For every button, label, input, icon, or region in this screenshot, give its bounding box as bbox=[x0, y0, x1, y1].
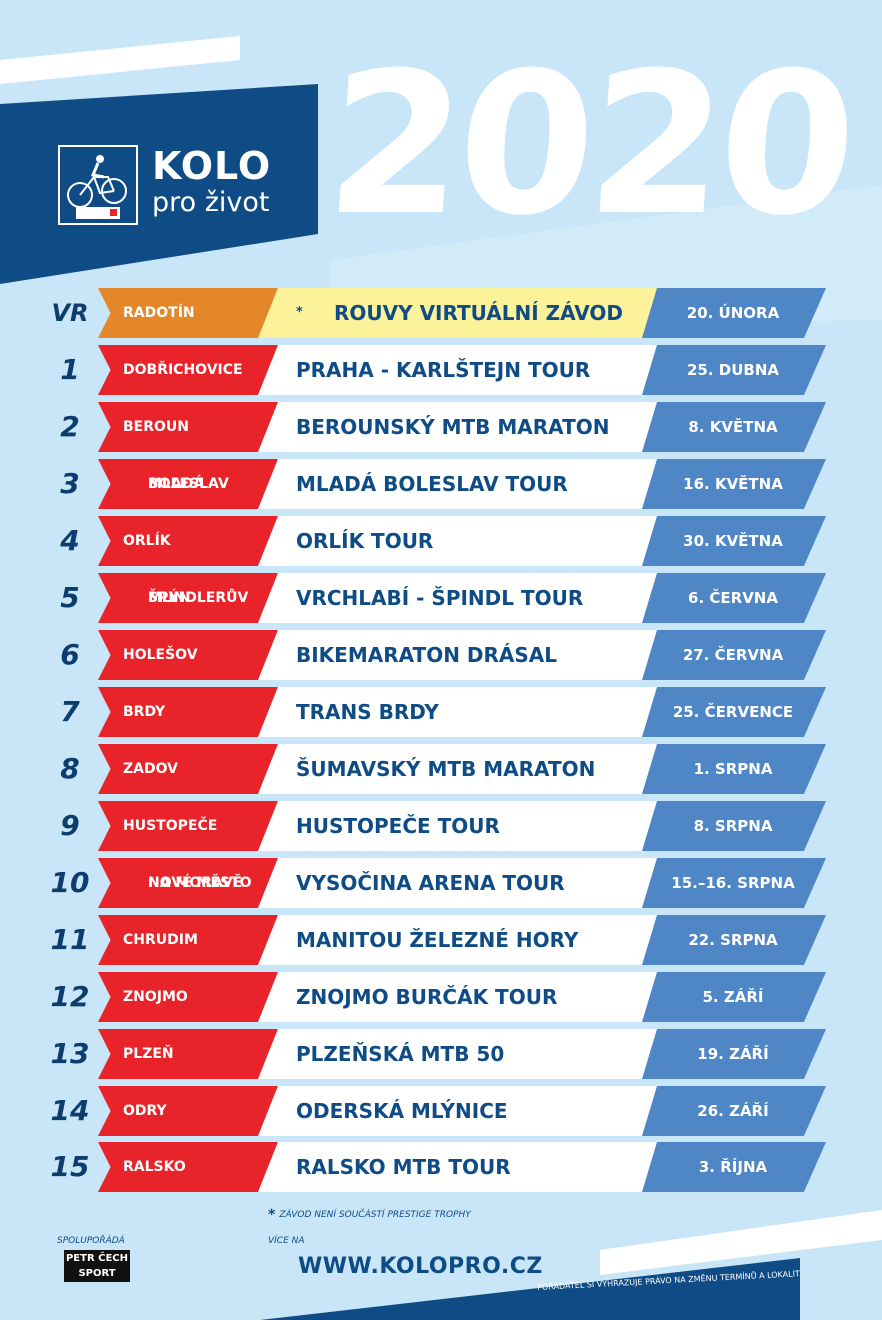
race-event: VYSOČINA ARENA TOUR bbox=[258, 858, 668, 908]
race-event: RALSKO MTB TOUR bbox=[258, 1142, 668, 1192]
race-city: ORLÍK bbox=[98, 516, 278, 566]
organizer-label: SPOLUPOŘÁDÁ bbox=[57, 1236, 125, 1246]
race-date: 27. ČERVNA bbox=[642, 630, 826, 680]
race-city: ŠPINDLERŮV MLÝN bbox=[98, 573, 278, 623]
race-row-2: 2 BEROUN BEROUNSKÝ MTB MARATON 8. KVĚTNA bbox=[0, 402, 882, 452]
race-event: BIKEMARATON DRÁSAL bbox=[258, 630, 668, 680]
race-date: 20. ÚNORA bbox=[642, 288, 826, 338]
race-row-13: 13 PLZEŇ PLZEŇSKÁ MTB 50 19. ZÁŘÍ bbox=[0, 1029, 882, 1079]
race-number: 8 bbox=[60, 752, 80, 785]
race-number: 10 bbox=[50, 866, 90, 899]
race-event: ZNOJMO BURČÁK TOUR bbox=[258, 972, 668, 1022]
race-date: 6. ČERVNA bbox=[642, 573, 826, 623]
race-number: 3 bbox=[60, 467, 80, 500]
race-row-vr: VR RADOTÍN ROUVY VIRTUÁLNÍ ZÁVOD * 20. ÚN… bbox=[0, 288, 882, 338]
race-date: 8. KVĚTNA bbox=[642, 402, 826, 452]
more-info-label: VÍCE NA bbox=[268, 1236, 305, 1246]
race-number: 4 bbox=[60, 524, 80, 557]
race-number: 14 bbox=[50, 1094, 90, 1127]
race-city: RADOTÍN bbox=[98, 288, 278, 338]
race-row-12: 12 ZNOJMO ZNOJMO BURČÁK TOUR 5. ZÁŘÍ bbox=[0, 972, 882, 1022]
race-event: MLADÁ BOLESLAV TOUR bbox=[258, 459, 668, 509]
race-number: 9 bbox=[60, 809, 80, 842]
website-link[interactable]: WWW.KOLOPRO.CZ bbox=[298, 1254, 543, 1279]
race-date: 25. DUBNA bbox=[642, 345, 826, 395]
race-city: HUSTOPEČE bbox=[98, 801, 278, 851]
footnote-mark: * bbox=[296, 305, 303, 320]
race-date: 25. ČERVENCE bbox=[642, 687, 826, 737]
race-number: 15 bbox=[50, 1150, 90, 1183]
race-event: ORLÍK TOUR bbox=[258, 516, 668, 566]
race-number: 1 bbox=[60, 353, 80, 386]
race-city: BRDY bbox=[98, 687, 278, 737]
race-date: 5. ZÁŘÍ bbox=[642, 972, 826, 1022]
race-number: VR bbox=[51, 299, 89, 327]
race-date: 19. ZÁŘÍ bbox=[642, 1029, 826, 1079]
cyclist-icon bbox=[67, 155, 127, 219]
race-event: HUSTOPEČE TOUR bbox=[258, 801, 668, 851]
race-number: 6 bbox=[60, 638, 80, 671]
race-number: 11 bbox=[50, 923, 90, 956]
race-row-11: 11 CHRUDIM MANITOU ŽELEZNÉ HORY 22. SRPN… bbox=[0, 915, 882, 965]
race-city: ODRY bbox=[98, 1086, 278, 1136]
race-date: 26. ZÁŘÍ bbox=[642, 1086, 826, 1136]
race-row-6: 6 HOLEŠOV BIKEMARATON DRÁSAL 27. ČERVNA bbox=[0, 630, 882, 680]
cyclist-logo bbox=[58, 145, 138, 225]
race-number: 5 bbox=[60, 581, 80, 614]
race-row-10: 10 NOVÉ MĚSTO NA MORAVĚ VYSOČINA ARENA TO… bbox=[0, 858, 882, 908]
race-row-8: 8 ZADOV ŠUMAVSKÝ MTB MARATON 1. SRPNA bbox=[0, 744, 882, 794]
race-row-15: 15 RALSKO RALSKO MTB TOUR 3. ŘÍJNA bbox=[0, 1142, 882, 1192]
race-row-4: 4 ORLÍK ORLÍK TOUR 30. KVĚTNA bbox=[0, 516, 882, 566]
year-heading: 2020 bbox=[320, 31, 858, 259]
race-city: CHRUDIM bbox=[98, 915, 278, 965]
race-event: BEROUNSKÝ MTB MARATON bbox=[258, 402, 668, 452]
race-row-14: 14 ODRY ODERSKÁ MLÝNICE 26. ZÁŘÍ bbox=[0, 1086, 882, 1136]
race-event: ROUVY VIRTUÁLNÍ ZÁVOD * bbox=[258, 288, 668, 338]
race-city: MLADÁ BOLESLAV bbox=[98, 459, 278, 509]
race-date: 15.–16. SRPNA bbox=[642, 858, 826, 908]
brand-subtitle: pro život bbox=[152, 187, 270, 218]
race-date: 22. SRPNA bbox=[642, 915, 826, 965]
header-band bbox=[0, 84, 318, 284]
race-date: 8. SRPNA bbox=[642, 801, 826, 851]
race-date: 1. SRPNA bbox=[642, 744, 826, 794]
race-event: MANITOU ŽELEZNÉ HORY bbox=[258, 915, 668, 965]
footnote-asterisk: * bbox=[268, 1207, 276, 1223]
race-event: ODERSKÁ MLÝNICE bbox=[258, 1086, 668, 1136]
race-row-1: 1 DOBŘICHOVICE PRAHA - KARLŠTEJN TOUR 25… bbox=[0, 345, 882, 395]
race-event: TRANS BRDY bbox=[258, 687, 668, 737]
race-date: 3. ŘÍJNA bbox=[642, 1142, 826, 1192]
race-date: 30. KVĚTNA bbox=[642, 516, 826, 566]
race-row-3: 3 MLADÁ BOLESLAV MLADÁ BOLESLAV TOUR 16. … bbox=[0, 459, 882, 509]
race-number: 12 bbox=[50, 980, 90, 1013]
race-city: DOBŘICHOVICE bbox=[98, 345, 278, 395]
brand-title: KOLO bbox=[152, 144, 272, 188]
race-city: ZADOV bbox=[98, 744, 278, 794]
race-row-5: 5 ŠPINDLERŮV MLÝN VRCHLABÍ - ŠPINDL TOUR … bbox=[0, 573, 882, 623]
race-city: RALSKO bbox=[98, 1142, 278, 1192]
race-city: BEROUN bbox=[98, 402, 278, 452]
race-city: HOLEŠOV bbox=[98, 630, 278, 680]
race-event: ŠUMAVSKÝ MTB MARATON bbox=[258, 744, 668, 794]
race-city: PLZEŇ bbox=[98, 1029, 278, 1079]
race-number: 2 bbox=[60, 410, 80, 443]
race-number: 13 bbox=[50, 1037, 90, 1070]
race-number: 7 bbox=[60, 695, 80, 728]
race-row-9: 9 HUSTOPEČE HUSTOPEČE TOUR 8. SRPNA bbox=[0, 801, 882, 851]
race-city: ZNOJMO bbox=[98, 972, 278, 1022]
race-event: PRAHA - KARLŠTEJN TOUR bbox=[258, 345, 668, 395]
organizer-logo: PETR ČECH SPORT bbox=[64, 1250, 130, 1282]
race-date: 16. KVĚTNA bbox=[642, 459, 826, 509]
race-event: VRCHLABÍ - ŠPINDL TOUR bbox=[258, 573, 668, 623]
race-city: NOVÉ MĚSTO NA MORAVĚ bbox=[98, 858, 278, 908]
footnote: * ZÁVOD NENÍ SOUČÁSTÍ PRESTIGE TROPHY bbox=[268, 1207, 471, 1223]
race-row-7: 7 BRDY TRANS BRDY 25. ČERVENCE bbox=[0, 687, 882, 737]
race-event: PLZEŇSKÁ MTB 50 bbox=[258, 1029, 668, 1079]
